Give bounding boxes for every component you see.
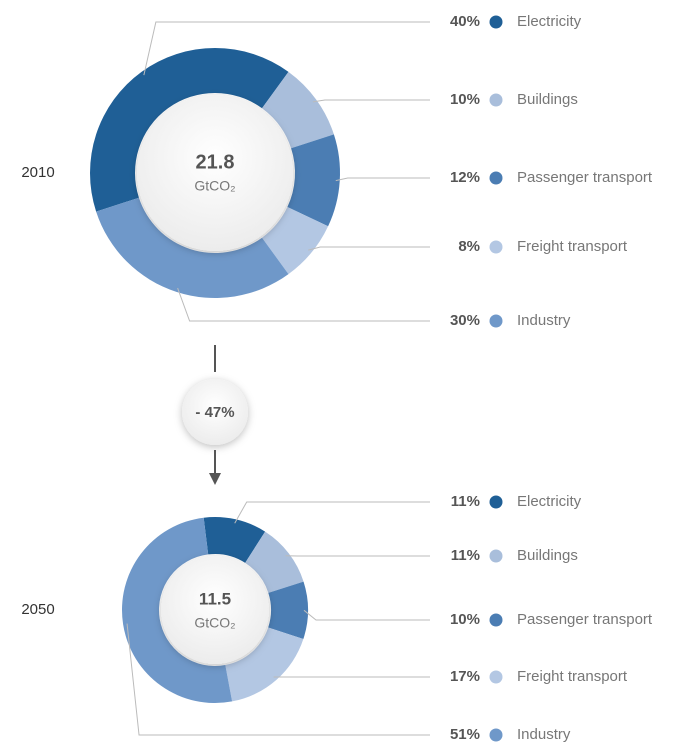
legend-dot — [489, 93, 503, 107]
legend-dot — [489, 240, 503, 254]
legend-label: Buildings — [517, 547, 578, 564]
value-label: 11% — [451, 493, 480, 510]
total-unit: GtCO₂ — [194, 178, 235, 194]
value-label: 40% — [450, 13, 480, 30]
leader-line — [234, 501, 430, 524]
value-label: 17% — [450, 668, 480, 685]
legend-label: Buildings — [517, 91, 578, 108]
arrow-head — [209, 473, 221, 485]
legend-dot — [489, 728, 503, 742]
legend-label: Passenger transport — [517, 611, 653, 628]
legend-label: Freight transport — [517, 668, 628, 685]
change-label: - 47% — [195, 404, 234, 421]
donut-segment — [121, 517, 233, 704]
value-label: 11% — [451, 547, 480, 564]
total-unit: GtCO₂ — [194, 615, 235, 631]
donut-segment — [287, 134, 341, 227]
value-label: 10% — [450, 611, 480, 628]
legend-dot — [489, 549, 503, 563]
value-label: 51% — [450, 726, 480, 743]
donut-segment — [262, 71, 334, 149]
donut-segment — [245, 531, 304, 593]
donut-segment — [96, 197, 289, 298]
legend-label: Freight transport — [517, 238, 628, 255]
total-value: 21.8 — [196, 151, 235, 173]
donut-segment — [203, 517, 266, 563]
legend-dot — [489, 670, 503, 684]
legend-label: Electricity — [517, 13, 582, 30]
legend-dot — [489, 495, 503, 509]
donut-segment — [225, 627, 304, 702]
leader-line — [335, 177, 430, 182]
leader-line — [177, 287, 430, 322]
value-label: 10% — [450, 91, 480, 108]
legend-dot — [489, 314, 503, 328]
legend-dot — [489, 171, 503, 185]
donut-center — [161, 556, 269, 664]
donut-segment — [268, 581, 308, 640]
change-badge — [182, 379, 248, 445]
leader-line — [143, 21, 430, 76]
value-label: 8% — [458, 238, 480, 255]
legend-dot — [489, 613, 503, 627]
legend-label: Industry — [517, 312, 571, 329]
year-label: 2010 — [21, 164, 54, 181]
value-label: 30% — [450, 312, 480, 329]
donut-segment — [90, 48, 289, 212]
leader-line — [308, 246, 430, 251]
year-label: 2050 — [21, 601, 54, 618]
donut-center — [137, 95, 293, 251]
leader-line — [126, 623, 430, 736]
legend-dot — [489, 15, 503, 29]
legend-label: Electricity — [517, 493, 582, 510]
total-value: 11.5 — [199, 589, 231, 608]
leader-line — [303, 609, 430, 621]
value-label: 12% — [450, 169, 480, 186]
legend-label: Passenger transport — [517, 169, 653, 186]
leader-line — [312, 99, 430, 103]
legend-label: Industry — [517, 726, 571, 743]
donut-segment — [262, 207, 329, 275]
